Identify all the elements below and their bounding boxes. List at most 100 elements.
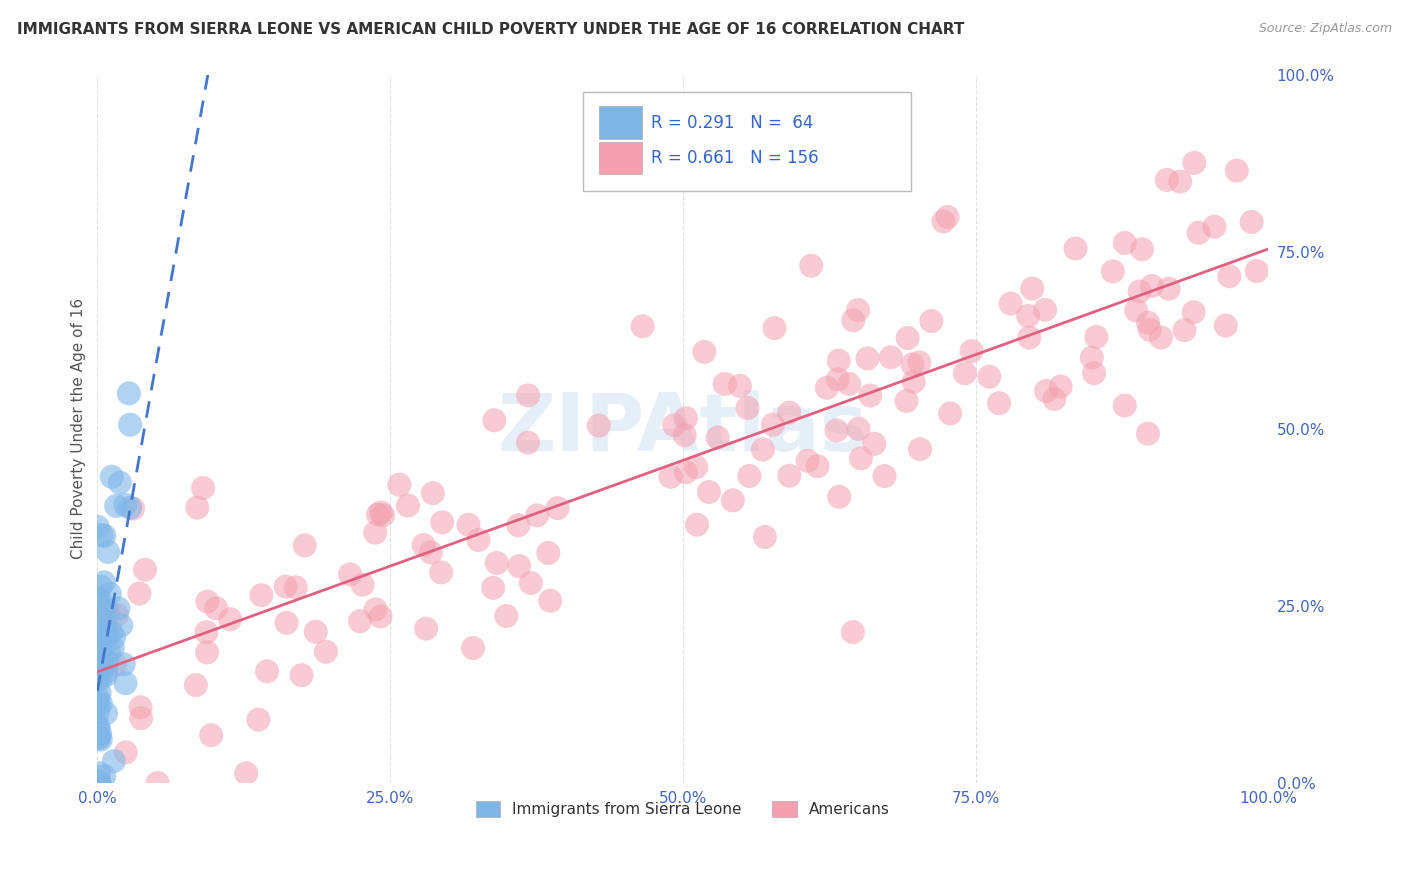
Point: [1156, 173, 1178, 187]
Point: [1049, 379, 1071, 393]
Point: [430, 516, 453, 530]
Point: [1085, 330, 1108, 344]
Point: [1168, 175, 1191, 189]
Point: [96, 603, 118, 617]
Point: [842, 313, 865, 327]
Point: [90, 648, 112, 662]
Point: [738, 469, 761, 483]
Point: [415, 622, 437, 636]
Point: [134, 563, 156, 577]
Point: [1215, 318, 1237, 333]
Point: [1101, 264, 1123, 278]
Point: [195, 645, 218, 659]
Point: [89, 727, 111, 741]
Point: [796, 454, 818, 468]
Point: [87, 721, 110, 735]
Point: [1129, 285, 1152, 299]
Point: [93, 529, 115, 543]
Point: [371, 508, 394, 523]
Point: [697, 485, 720, 500]
Point: [849, 451, 872, 466]
Point: [89, 673, 111, 687]
Point: [89, 637, 111, 651]
Point: [1246, 264, 1268, 278]
Point: [94, 626, 117, 640]
Point: [100, 625, 122, 640]
Point: [484, 413, 506, 427]
Point: [122, 501, 145, 516]
Point: [195, 625, 218, 640]
Point: [806, 459, 828, 474]
Point: [1083, 366, 1105, 380]
Point: [828, 490, 851, 504]
Point: [430, 566, 453, 580]
Point: [693, 344, 716, 359]
Point: [485, 556, 508, 570]
Point: [100, 469, 122, 483]
Point: [1157, 282, 1180, 296]
Point: [685, 460, 707, 475]
Point: [235, 766, 257, 780]
Point: [112, 657, 135, 672]
Point: [197, 594, 219, 608]
Point: [848, 422, 870, 436]
Point: [526, 508, 548, 523]
Point: [1035, 384, 1057, 398]
Point: [1182, 156, 1205, 170]
Point: [90, 697, 112, 711]
Point: [90, 528, 112, 542]
Point: [86, 653, 108, 667]
Point: [508, 559, 530, 574]
Point: [247, 713, 270, 727]
Point: [778, 406, 800, 420]
Point: [901, 358, 924, 372]
Point: [815, 381, 838, 395]
Point: [461, 641, 484, 656]
Point: [129, 700, 152, 714]
Point: [659, 470, 682, 484]
Point: [93, 603, 115, 617]
Text: ZIPAtlas: ZIPAtlas: [498, 390, 869, 467]
Point: [988, 396, 1011, 410]
Legend: Immigrants from Sierra Leone, Americans: Immigrants from Sierra Leone, Americans: [468, 793, 897, 825]
Point: [763, 321, 786, 335]
Point: [91, 654, 114, 668]
Point: [87, 520, 110, 534]
Point: [191, 481, 214, 495]
Text: IMMIGRANTS FROM SIERRA LEONE VS AMERICAN CHILD POVERTY UNDER THE AGE OF 16 CORRE: IMMIGRANTS FROM SIERRA LEONE VS AMERICAN…: [17, 22, 965, 37]
Point: [467, 533, 489, 547]
Point: [89, 686, 111, 700]
Point: [349, 614, 371, 628]
Point: [120, 500, 142, 515]
Point: [87, 720, 110, 734]
Y-axis label: Child Poverty Under the Age of 16: Child Poverty Under the Age of 16: [72, 298, 86, 559]
Point: [1130, 242, 1153, 256]
Point: [276, 615, 298, 630]
Point: [87, 691, 110, 706]
Point: [114, 746, 136, 760]
Point: [754, 530, 776, 544]
Point: [897, 331, 920, 345]
Point: [110, 618, 132, 632]
Point: [419, 545, 441, 559]
Point: [339, 567, 361, 582]
Point: [367, 508, 389, 522]
Point: [388, 477, 411, 491]
Point: [146, 776, 169, 790]
Point: [1033, 302, 1056, 317]
Point: [827, 372, 849, 386]
Point: [713, 376, 735, 391]
Point: [97, 645, 120, 659]
Point: [98, 587, 121, 601]
Point: [91, 624, 114, 639]
Point: [396, 499, 419, 513]
Point: [118, 386, 141, 401]
Point: [256, 665, 278, 679]
Point: [108, 475, 131, 490]
Point: [87, 730, 110, 744]
Point: [457, 517, 479, 532]
Point: [686, 517, 709, 532]
Point: [1218, 269, 1240, 284]
Point: [1188, 226, 1211, 240]
Point: [673, 428, 696, 442]
